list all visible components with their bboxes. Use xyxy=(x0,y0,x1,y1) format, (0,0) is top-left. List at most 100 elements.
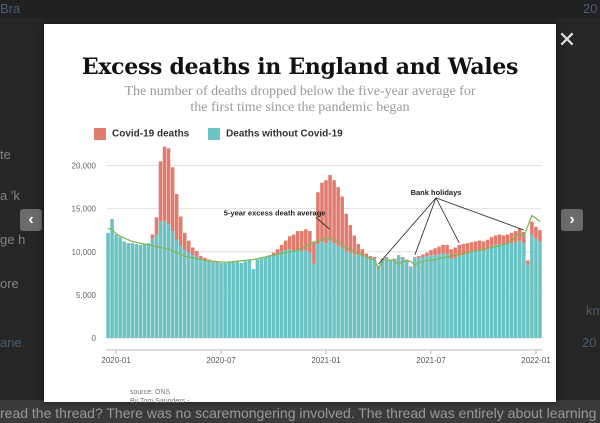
bar-non-covid xyxy=(368,258,373,338)
bar-non-covid xyxy=(437,254,441,338)
annotation-bank-holiday-arrow xyxy=(378,197,437,265)
bar-covid xyxy=(150,234,155,239)
bg-text-4: ore xyxy=(0,276,19,291)
bar-non-covid xyxy=(106,232,110,338)
bar-covid xyxy=(396,255,401,257)
comment-text: read the thread? There was no scaremonge… xyxy=(0,405,597,421)
bar-non-covid xyxy=(384,257,389,338)
bar-non-covid xyxy=(154,234,159,338)
bar-non-covid xyxy=(174,239,179,338)
bar-non-covid xyxy=(158,221,163,338)
bar-non-covid xyxy=(457,256,462,338)
bar-non-covid xyxy=(207,261,211,338)
bar-covid xyxy=(191,247,195,256)
bar-covid xyxy=(501,235,506,245)
bar-covid xyxy=(461,244,466,256)
bar-covid xyxy=(465,243,470,254)
bar-non-covid xyxy=(162,220,167,338)
bg-text-6: 20 xyxy=(583,1,598,16)
legend-item-non-covid: Deaths without Covid-19 xyxy=(208,128,343,140)
next-image-button[interactable]: › xyxy=(561,209,583,231)
bar-covid xyxy=(199,256,203,260)
close-icon[interactable]: ✕ xyxy=(557,27,577,52)
bar-non-covid xyxy=(509,243,514,338)
bar-non-covid xyxy=(308,252,312,338)
bar-non-covid xyxy=(195,256,199,338)
bar-non-covid xyxy=(352,254,357,338)
bg-text-8: 20 xyxy=(582,335,597,350)
bar-non-covid xyxy=(283,250,288,338)
x-tick-label: 2020-07 xyxy=(206,356,236,365)
y-tick-label: 10,000 xyxy=(72,248,97,257)
bar-non-covid xyxy=(469,251,474,338)
bar-non-covid xyxy=(530,234,534,338)
bar-non-covid xyxy=(243,261,248,338)
bg-text-0: Bra xyxy=(0,1,21,16)
bar-non-covid xyxy=(538,241,542,338)
bar-non-covid xyxy=(340,247,344,338)
bar-covid xyxy=(291,234,296,251)
chart-source: source: ONS By Tom Saunders - xyxy=(130,388,189,406)
bar-non-covid xyxy=(271,255,276,338)
bar-covid xyxy=(356,244,361,256)
bar-covid xyxy=(344,213,348,251)
bar-covid xyxy=(392,258,397,260)
bar-non-covid xyxy=(170,231,175,338)
y-tick-label: 0 xyxy=(92,334,97,343)
bar-non-covid xyxy=(316,244,320,338)
bar-covid xyxy=(505,234,510,245)
bar-non-covid xyxy=(332,243,336,338)
bg-text-7: km xyxy=(586,303,600,318)
previous-image-button[interactable]: ‹ xyxy=(20,209,42,231)
chart-subtitle-line-2: the first time since the pandemic began xyxy=(190,100,410,115)
bar-covid xyxy=(368,256,373,259)
bar-non-covid xyxy=(376,267,381,338)
bar-covid xyxy=(203,257,207,261)
bar-covid xyxy=(316,192,320,245)
chart-legend: Covid-19 deaths Deaths without Covid-19 xyxy=(94,128,359,140)
bar-non-covid xyxy=(304,250,308,338)
chart-subtitle-line-1: The number of deaths dropped below the f… xyxy=(124,84,476,99)
bar-non-covid xyxy=(126,243,130,338)
average-line xyxy=(107,214,541,271)
bar-non-covid xyxy=(203,260,207,338)
bar-covid xyxy=(473,241,478,251)
bar-covid xyxy=(413,256,417,258)
bar-non-covid xyxy=(110,219,114,338)
source-line-2: By Tom Saunders - xyxy=(130,398,190,405)
chart-subtitle: The number of deaths dropped below the f… xyxy=(44,84,556,116)
top-strip xyxy=(0,0,600,18)
bar-non-covid xyxy=(178,245,183,338)
bar-non-covid xyxy=(481,250,486,338)
bar-non-covid xyxy=(364,257,369,338)
bar-covid xyxy=(489,237,494,247)
bar-covid xyxy=(352,235,357,255)
lightbox-image: Excess deaths in England and Wales The n… xyxy=(44,24,556,405)
bg-text-5: ane xyxy=(0,335,22,350)
bar-non-covid xyxy=(223,262,227,338)
bar-non-covid xyxy=(211,262,215,338)
bar-covid xyxy=(429,250,433,256)
bar-covid xyxy=(308,231,312,253)
bar-covid xyxy=(300,231,304,251)
bar-covid xyxy=(174,194,179,240)
bar-non-covid xyxy=(392,259,397,338)
bar-non-covid xyxy=(259,258,264,338)
bar-covid xyxy=(340,196,344,248)
bar-covid xyxy=(384,256,389,258)
bg-text-1: te xyxy=(0,147,11,162)
bar-non-covid xyxy=(146,243,151,338)
bar-non-covid xyxy=(324,243,328,338)
bar-non-covid xyxy=(142,244,147,338)
bar-non-covid xyxy=(344,250,348,338)
bar-non-covid xyxy=(295,250,300,338)
x-tick-label: 2021-07 xyxy=(416,356,446,365)
bar-non-covid xyxy=(263,256,268,338)
source-line-1: source: ONS xyxy=(130,389,171,396)
legend-item-covid: Covid-19 deaths xyxy=(94,128,189,140)
bar-covid xyxy=(162,146,167,221)
bar-covid xyxy=(158,161,163,222)
bar-non-covid xyxy=(526,264,530,338)
bar-non-covid xyxy=(275,253,280,338)
bar-non-covid xyxy=(300,250,304,338)
